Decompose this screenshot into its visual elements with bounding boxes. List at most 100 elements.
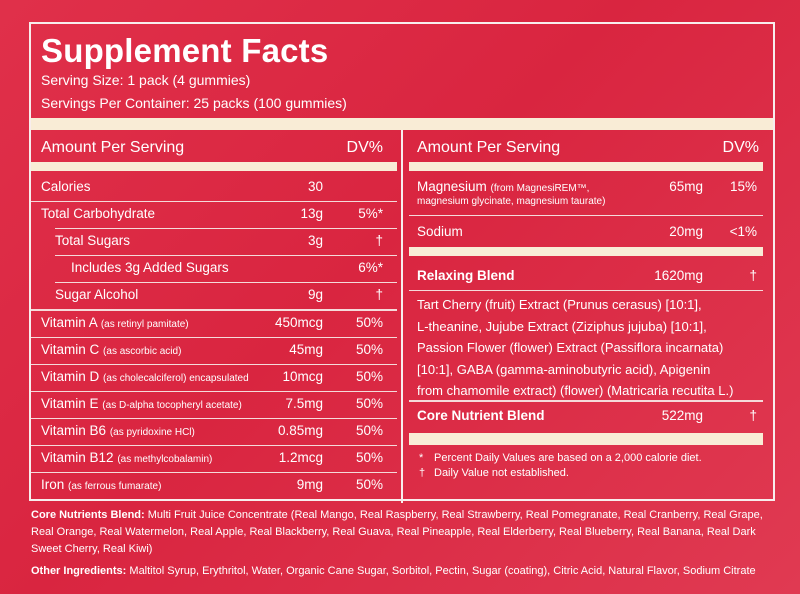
sodium-bar [409, 247, 763, 256]
nutrient-amount: 9mg [296, 477, 323, 493]
nutrient-amount: 30 [307, 179, 323, 194]
other-ingredients: Other Ingredients: Maltitol Syrup, Eryth… [31, 563, 771, 580]
magnesium-sub: magnesium glycinate, magnesium taurate) [417, 196, 606, 207]
right-header-amount: Amount Per Serving [417, 139, 561, 156]
nutrient-name: Vitamin D (as cholecalciferol) encapsula… [41, 369, 249, 384]
rule [31, 363, 397, 365]
top-thick-bar [31, 118, 773, 130]
supplement-facts-panel: Supplement Facts Serving Size: 1 pack (4… [29, 22, 775, 503]
core-blend-amount: 522mg [661, 408, 703, 423]
panel-title: Supplement Facts [41, 32, 329, 69]
nutrient-name: Iron (as ferrous fumarate) [41, 477, 161, 492]
relaxing-blend-dv: † [749, 268, 757, 283]
servings-per-container: Servings Per Container: 25 packs (100 gu… [41, 95, 347, 111]
relaxing-blend-amount: 1620mg [654, 268, 703, 283]
rule [31, 472, 397, 473]
nutrient-source: (as pyridoxine HCl) [109, 426, 195, 438]
nutrient-source: (as D-alpha tocopheryl acetate) [102, 399, 242, 411]
core-nutrients-label: Core Nutrients Blend: [31, 509, 145, 521]
nutrient-amount: 1.2mcg [278, 450, 323, 465]
core-blend-name: Core Nutrient Blend [417, 408, 545, 423]
footnote-dagger: † [419, 467, 426, 479]
nutrient-name: Includes 3g Added Sugars [71, 260, 229, 275]
rule [31, 336, 397, 338]
nutrient-label: Vitamin B6 [41, 422, 107, 438]
left-header-amount: Amount Per Serving [41, 139, 185, 156]
rule [31, 201, 397, 202]
rule [409, 290, 763, 291]
nutrient-label: Vitamin C [41, 341, 100, 357]
rule [31, 417, 397, 419]
rule [409, 400, 763, 402]
rule [31, 309, 397, 312]
nutrient-dv: 50% [355, 368, 383, 384]
nutrient-label: Sugar Alcohol [55, 287, 139, 303]
sodium-name: Sodium [417, 224, 463, 239]
nutrient-label: Vitamin E [41, 395, 99, 411]
relaxing-blend-line: Tart Cherry (fruit) Extract (Prunus cera… [417, 297, 702, 312]
nutrient-name: Vitamin E (as D-alpha tocopheryl acetate… [41, 396, 242, 411]
nutrient-dv: 5%* [358, 206, 383, 222]
nutrient-label: Calories [41, 179, 91, 194]
rule [55, 282, 397, 284]
column-divider [401, 130, 403, 503]
rule [31, 444, 397, 446]
footnote-not-established: Daily Value not established. [434, 467, 569, 479]
nutrient-name: Total Sugars [55, 233, 130, 248]
nutrient-label: Vitamin D [41, 368, 100, 384]
footnote-asterisk: * [419, 452, 424, 464]
nutrient-amount: 450mcg [274, 314, 323, 330]
nutrient-amount: 0.85mg [277, 422, 323, 438]
nutrient-name: Vitamin C (as ascorbic acid) [41, 342, 181, 357]
left-header-dv: DV% [346, 139, 383, 156]
relaxing-blend-ingredients: Tart Cherry (fruit) Extract (Prunus cera… [417, 294, 762, 402]
footnote-daily-values: Percent Daily Values are based on a 2,00… [434, 452, 702, 464]
nutrient-dv: 50% [355, 422, 383, 438]
nutrient-amount: 10mcg [282, 368, 323, 384]
magnesium-name: Magnesium (from MagnesiREM™, [417, 179, 590, 194]
core-blend-bar [409, 433, 763, 445]
right-header-bar [409, 162, 763, 171]
core-nutrients-text: Multi Fruit Juice Concentrate (Real Mang… [31, 509, 763, 555]
nutrient-name: Total Carbohydrate [41, 206, 155, 221]
nutrient-source: (as ascorbic acid) [103, 345, 182, 357]
nutrient-name: Vitamin B12 (as methylcobalamin) [41, 450, 212, 465]
nutrient-label: Total Sugars [55, 233, 131, 249]
nutrient-dv: 50% [355, 395, 383, 411]
other-ingredients-label: Other Ingredients: [31, 565, 127, 577]
nutrient-name: Vitamin A (as retinyl pamitate) [41, 315, 189, 330]
nutrient-label: Iron [41, 477, 65, 493]
right-header-dv: DV% [722, 139, 759, 156]
nutrient-label: Vitamin A [41, 314, 98, 330]
rule [55, 228, 397, 230]
other-ingredients-text: Maltitol Syrup, Erythritol, Water, Organ… [129, 565, 756, 577]
nutrient-dv: 6%* [358, 260, 383, 276]
relaxing-blend-line: [10:1], GABA (gamma-aminobutyric acid), … [417, 361, 711, 377]
nutrient-amount: 9g [307, 287, 323, 303]
nutrient-amount: 3g [307, 233, 323, 249]
rule [409, 215, 763, 216]
nutrient-dv: † [375, 233, 383, 249]
relaxing-blend-name: Relaxing Blend [417, 268, 515, 283]
relaxing-blend-line: L-theanine, Jujube Extract (Ziziphus juj… [417, 318, 707, 334]
nutrient-amount: 45mg [289, 341, 323, 357]
nutrient-name: Calories [41, 179, 91, 194]
sodium-dv: <1% [729, 224, 757, 239]
core-nutrients-blend: Core Nutrients Blend: Multi Fruit Juice … [31, 507, 771, 558]
nutrient-label: Vitamin B12 [41, 450, 114, 465]
magnesium-dv: 15% [729, 179, 757, 194]
rule [55, 255, 397, 257]
nutrient-dv: 50% [355, 341, 383, 357]
core-blend-dv: † [749, 408, 757, 423]
nutrient-amount: 7.5mg [285, 395, 323, 411]
nutrient-name: Vitamin B6 (as pyridoxine HCl) [41, 423, 195, 438]
nutrient-source: (as methylcobalamin) [117, 454, 213, 465]
nutrient-dv: 50% [355, 314, 383, 330]
nutrient-dv: 50% [355, 450, 383, 465]
nutrient-name: Sugar Alcohol [55, 287, 138, 302]
left-header-bar [31, 162, 397, 171]
rule [31, 390, 397, 392]
nutrient-source: (as ferrous fumarate) [68, 481, 162, 493]
relaxing-blend-line: Passion Flower (flower) Extract (Passifl… [417, 340, 724, 355]
relaxing-blend-line: from chamomile extract) (flower) (Matric… [417, 383, 734, 398]
